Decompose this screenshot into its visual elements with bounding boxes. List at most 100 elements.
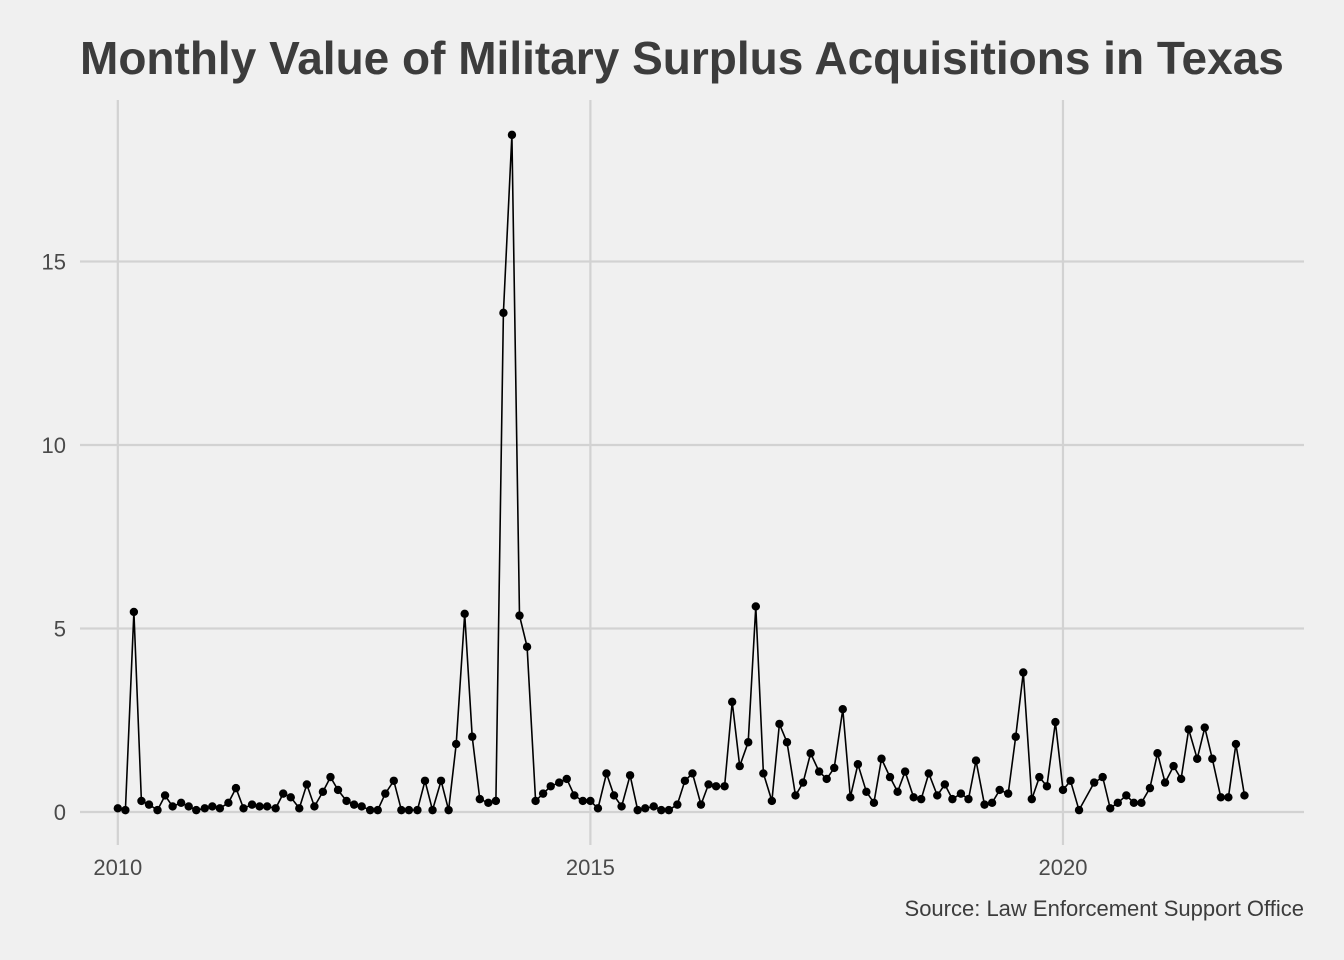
data-point (153, 805, 162, 815)
data-point (830, 763, 839, 773)
data-point (806, 749, 815, 758)
data-point (546, 782, 555, 791)
data-point (933, 791, 942, 800)
data-point (995, 785, 1004, 795)
chart-title: Monthly Value of Military Surplus Acquis… (80, 32, 1284, 84)
y-tick-label: 0 (54, 800, 66, 825)
data-point (1176, 774, 1186, 784)
data-point (184, 802, 193, 811)
data-point (279, 789, 288, 798)
data-point (744, 738, 753, 747)
data-point (767, 796, 777, 806)
data-point (1129, 798, 1139, 807)
data-point (302, 780, 312, 789)
x-tick-label: 2010 (93, 855, 142, 880)
data-point (373, 805, 382, 815)
data-point (664, 805, 674, 815)
data-point (1137, 798, 1146, 807)
data-point (121, 805, 130, 815)
data-point (1027, 794, 1036, 804)
data-point (208, 802, 217, 811)
data-point (231, 783, 241, 793)
data-point (137, 796, 146, 806)
data-point (451, 739, 461, 749)
data-point (168, 802, 177, 811)
data-point (468, 732, 477, 741)
data-point (798, 778, 808, 787)
y-tick-label: 10 (42, 433, 66, 458)
data-point (1145, 783, 1155, 793)
data-point (617, 802, 626, 811)
data-point (688, 769, 697, 778)
data-point (980, 800, 989, 809)
data-point (538, 789, 548, 798)
grid-layer (80, 100, 1304, 845)
data-point (499, 308, 508, 318)
data-point (1019, 668, 1028, 677)
data-point (144, 800, 154, 809)
data-point (885, 772, 895, 782)
data-point (262, 802, 272, 811)
data-point (1035, 772, 1044, 782)
data-point (791, 791, 800, 800)
data-point (893, 787, 902, 796)
data-point (1003, 789, 1013, 798)
data-point (113, 804, 123, 813)
data-point (1216, 793, 1226, 802)
data-point (1231, 739, 1241, 749)
data-point (1051, 717, 1060, 727)
data-point (735, 761, 744, 771)
data-point (160, 791, 170, 800)
data-point (224, 798, 233, 807)
data-point (877, 754, 886, 763)
data-point (1089, 778, 1099, 787)
data-point (1224, 793, 1233, 802)
data-point (255, 802, 264, 811)
data-point (522, 642, 532, 652)
data-point (555, 778, 564, 787)
data-point (602, 769, 611, 778)
data-point (1169, 761, 1178, 771)
data-point (917, 794, 926, 804)
data-point (1042, 782, 1052, 791)
data-point (404, 805, 414, 815)
data-point (192, 805, 201, 815)
data-point (239, 804, 248, 813)
y-tick-label: 5 (54, 616, 66, 641)
data-point (200, 804, 209, 813)
data-point (900, 767, 910, 776)
x-tick-label: 2015 (566, 855, 615, 880)
data-point (484, 798, 493, 807)
data-point (987, 798, 997, 807)
data-point (357, 802, 366, 811)
data-point (657, 805, 666, 815)
data-point (814, 767, 824, 776)
data-point (578, 796, 588, 806)
data-point (444, 805, 453, 815)
data-point (586, 796, 595, 806)
data-point (129, 607, 139, 617)
data-point (1098, 772, 1107, 782)
data-point (846, 793, 855, 802)
data-point (310, 802, 319, 811)
series-layer (113, 130, 1249, 815)
data-point (940, 780, 950, 789)
data-point (1113, 798, 1123, 807)
data-point (436, 776, 446, 785)
data-point (1192, 754, 1202, 763)
data-point (1066, 776, 1075, 785)
data-point (971, 756, 981, 765)
data-point (286, 793, 295, 802)
data-point (641, 804, 650, 813)
data-point (964, 794, 973, 804)
data-point (609, 791, 619, 800)
data-point (413, 805, 422, 815)
data-point (593, 804, 603, 813)
data-point (515, 611, 524, 620)
data-point (838, 705, 847, 714)
data-point (822, 774, 831, 784)
x-tick-label: 2020 (1039, 855, 1088, 880)
data-point (295, 804, 304, 813)
data-point (397, 805, 406, 815)
